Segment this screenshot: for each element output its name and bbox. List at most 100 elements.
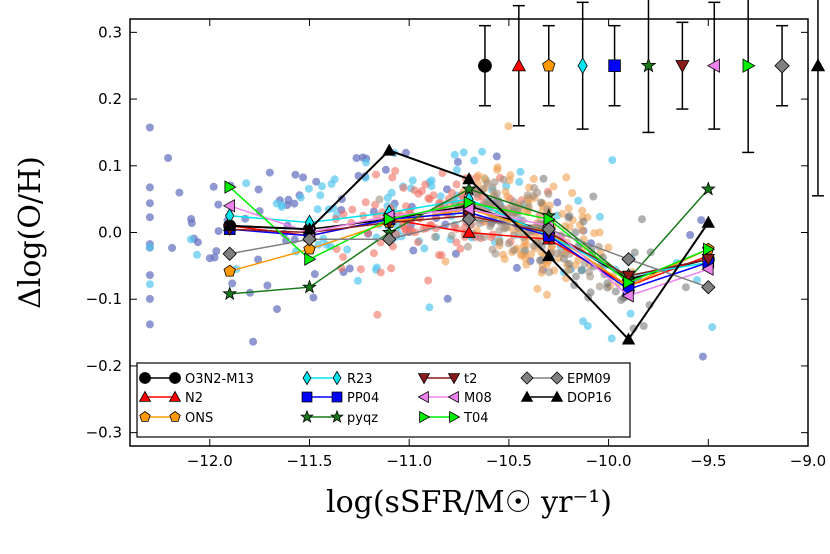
series-t04 xyxy=(224,180,716,290)
scatter-point xyxy=(352,154,361,162)
error-marker xyxy=(810,58,826,72)
legend-marker xyxy=(330,409,344,423)
scatter-point xyxy=(579,217,588,226)
scatter-point xyxy=(361,198,370,207)
scatter-point xyxy=(343,245,352,254)
scatter-point xyxy=(356,265,365,274)
series-point xyxy=(382,143,396,156)
series-dop16 xyxy=(223,143,715,345)
scatter-point xyxy=(410,186,419,195)
scatter-point xyxy=(495,238,504,247)
scatter-point xyxy=(348,205,357,214)
scatter-point xyxy=(186,235,195,244)
scatter-point xyxy=(535,256,544,265)
scatter-point xyxy=(686,231,695,239)
scatter-point xyxy=(371,200,380,209)
scatter-point xyxy=(420,244,429,253)
y-tick-label: −0.2 xyxy=(86,357,122,375)
scatter-point xyxy=(373,310,382,319)
scatter-point xyxy=(427,176,436,185)
scatter-point xyxy=(145,183,154,192)
scatter-point xyxy=(291,170,300,179)
scatter-point xyxy=(539,174,548,183)
scatter-point xyxy=(304,184,313,193)
legend-label: N2 xyxy=(185,391,203,406)
legend-label: DOP16 xyxy=(567,391,612,406)
scatter-point xyxy=(265,168,274,177)
scatter-point xyxy=(638,215,646,224)
scatter-point xyxy=(529,191,538,200)
scatter-point xyxy=(608,156,617,165)
scatter-point xyxy=(585,267,594,276)
series-point xyxy=(302,232,317,247)
scatter-point xyxy=(383,193,392,202)
error-bars xyxy=(478,0,826,197)
series-point xyxy=(302,279,317,294)
scatter-point xyxy=(510,204,519,213)
scatter-point xyxy=(646,248,655,257)
legend-item-pp04: PP04 xyxy=(301,391,379,406)
scatter-point xyxy=(312,177,321,186)
scatter-point xyxy=(492,189,501,198)
error-marker xyxy=(608,59,621,72)
scatter-point xyxy=(299,173,308,182)
scatter-point xyxy=(553,249,562,258)
scatter-point xyxy=(425,303,434,312)
legend-marker xyxy=(417,390,429,404)
legend-label: ONS xyxy=(185,411,213,426)
error-bar-m08 xyxy=(706,1,721,130)
series-point xyxy=(222,246,237,261)
scatter-point xyxy=(337,195,346,204)
error-marker xyxy=(675,60,690,74)
series-point xyxy=(700,181,716,196)
legend-box xyxy=(136,362,631,438)
legend-marker xyxy=(550,390,564,402)
scatter-point xyxy=(417,187,426,195)
scatter-point xyxy=(353,276,362,285)
scatter-point xyxy=(503,192,512,201)
scatter-point xyxy=(450,222,459,231)
scatter-point xyxy=(187,219,196,228)
scatter-point xyxy=(345,264,354,273)
legend: O3N2-M13 N2 ONS R23 PP04 pyqz t2 M08 T04 EPM09 DOP… xyxy=(136,362,631,438)
legend-label: PP04 xyxy=(347,391,379,406)
scatter-point xyxy=(604,243,613,252)
scatter-point xyxy=(574,196,583,205)
legend-marker xyxy=(169,411,181,422)
error-marker xyxy=(640,57,657,73)
scatter-point xyxy=(681,283,690,292)
scatter-point xyxy=(560,254,568,263)
scatter-point xyxy=(544,190,553,198)
scatter-point xyxy=(452,238,461,247)
legend-label: O3N2-M13 xyxy=(185,372,254,387)
scatter-point xyxy=(164,154,173,162)
scatter-point xyxy=(506,171,515,180)
scatter-point xyxy=(214,227,223,236)
series-point xyxy=(461,212,477,227)
error-marker xyxy=(742,58,756,73)
series-lines xyxy=(222,143,716,345)
series-point xyxy=(621,289,634,303)
legend-marker xyxy=(417,373,431,385)
scatter-point xyxy=(242,179,251,188)
scatter-point xyxy=(578,226,587,235)
scatter-point xyxy=(630,248,639,257)
error-bar-o3n2-m13 xyxy=(478,24,492,107)
scatter-point xyxy=(565,259,574,268)
scatter-point xyxy=(562,173,571,182)
scatter-point xyxy=(310,270,319,279)
scatter-point xyxy=(512,263,521,272)
legend-marker xyxy=(302,370,312,386)
series-point xyxy=(462,225,476,238)
scatter-point xyxy=(480,233,489,241)
scatter-point xyxy=(254,185,263,194)
scatter-point xyxy=(521,246,530,255)
legend-item-n2: N2 xyxy=(138,390,203,406)
scatter-point xyxy=(145,213,154,222)
scatter-point xyxy=(529,174,538,183)
y-tick-label: 0.1 xyxy=(98,157,122,175)
scatter-background xyxy=(145,122,717,361)
legend-marker xyxy=(301,391,313,403)
scatter-point xyxy=(515,177,524,186)
